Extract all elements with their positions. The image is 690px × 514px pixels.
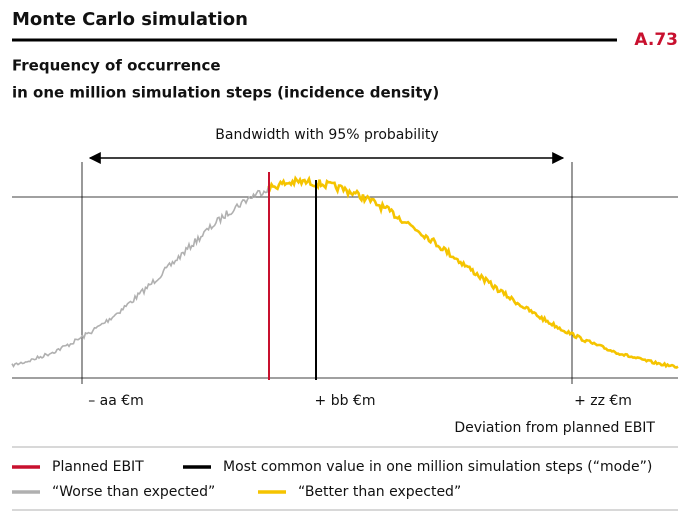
x-label: + bb €m	[315, 393, 376, 409]
x-label: – aa €m	[88, 393, 144, 409]
legend-label: Most common value in one million simulat…	[223, 459, 652, 475]
code: A.73	[634, 30, 678, 50]
subtitle: Frequency of occurrence	[12, 57, 221, 75]
legend: Planned EBIT Most common value in one mil…	[12, 459, 652, 500]
bandwidth-label: Bandwidth with 95% probability	[215, 127, 438, 143]
legend-label: “Worse than expected”	[52, 484, 215, 500]
legend-label: “Better than expected”	[298, 484, 461, 500]
x-axis-title: Deviation from planned EBIT	[454, 420, 655, 436]
worse-curve	[11, 185, 270, 368]
legend-label: Planned EBIT	[52, 459, 144, 475]
better-curve	[267, 175, 679, 369]
subtitle: in one million simulation steps (inciden…	[12, 84, 439, 102]
x-label: + zz €m	[574, 393, 632, 409]
title: Monte Carlo simulation	[12, 9, 248, 30]
density-curve	[11, 175, 679, 369]
